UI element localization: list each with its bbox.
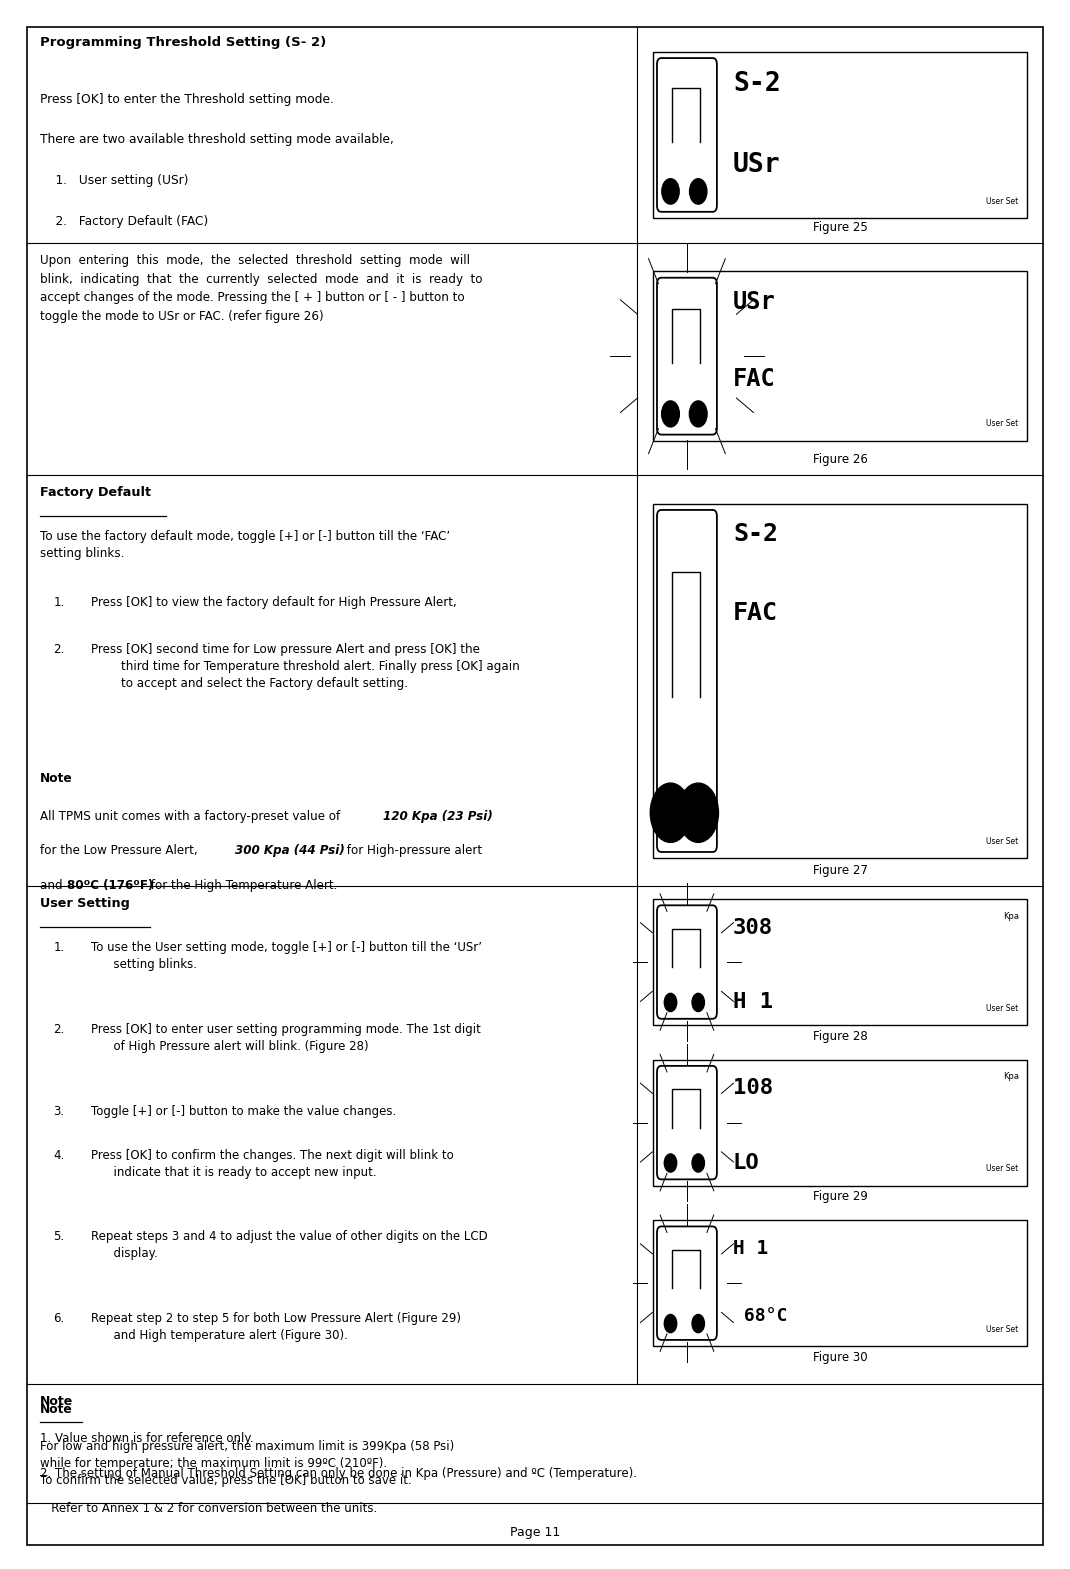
- Text: 2. The setting of Manual Threshold Setting can only be done in Kpa (Pressure) an: 2. The setting of Manual Threshold Setti…: [40, 1467, 637, 1480]
- Circle shape: [689, 179, 707, 204]
- Text: Press [OK] to enter the Threshold setting mode.: Press [OK] to enter the Threshold settin…: [40, 93, 334, 105]
- Text: Figure 25: Figure 25: [812, 221, 868, 234]
- Text: 1.: 1.: [54, 596, 65, 609]
- Text: 1. Value shown is for reference only.: 1. Value shown is for reference only.: [40, 1432, 254, 1445]
- Text: 300 Kpa (44 Psi): 300 Kpa (44 Psi): [235, 844, 345, 857]
- Text: Programming Threshold Setting (S- 2): Programming Threshold Setting (S- 2): [40, 36, 326, 49]
- Text: 1.   User setting (USr): 1. User setting (USr): [40, 174, 188, 187]
- Text: All TPMS unit comes with a factory-preset value of: All TPMS unit comes with a factory-prese…: [40, 810, 343, 822]
- Text: 120 Kpa (23 Psi): 120 Kpa (23 Psi): [383, 810, 493, 822]
- Text: For low and high pressure alert, the maximum limit is 399Kpa (58 Psi)
while for : For low and high pressure alert, the max…: [40, 1440, 454, 1487]
- Text: Press [OK] to enter user setting programming mode. The 1st digit
      of High P: Press [OK] to enter user setting program…: [91, 1023, 480, 1053]
- Text: USr: USr: [733, 290, 776, 314]
- Text: Figure 28: Figure 28: [812, 1029, 868, 1043]
- Text: 2.: 2.: [54, 643, 65, 656]
- Text: Figure 30: Figure 30: [812, 1351, 868, 1363]
- Circle shape: [664, 1153, 676, 1172]
- Circle shape: [662, 179, 679, 204]
- Text: Toggle [+] or [-] button to make the value changes.: Toggle [+] or [-] button to make the val…: [91, 1105, 396, 1117]
- Text: 3.: 3.: [54, 1105, 64, 1117]
- Text: User Set: User Set: [987, 419, 1019, 428]
- Text: FAC: FAC: [733, 601, 778, 624]
- Text: 2.: 2.: [54, 1023, 65, 1036]
- Text: To use the User setting mode, toggle [+] or [-] button till the ‘USr’
      sett: To use the User setting mode, toggle [+]…: [91, 941, 482, 971]
- Text: 308: 308: [733, 918, 773, 938]
- Text: S-2: S-2: [733, 71, 781, 97]
- Circle shape: [678, 783, 718, 843]
- Text: User Set: User Set: [987, 1164, 1019, 1174]
- Text: USr: USr: [733, 152, 781, 177]
- Circle shape: [664, 993, 676, 1012]
- Circle shape: [692, 993, 704, 1012]
- Circle shape: [689, 402, 707, 427]
- Text: Kpa: Kpa: [1003, 912, 1019, 921]
- Circle shape: [651, 783, 691, 843]
- Text: User Set: User Set: [987, 836, 1019, 846]
- Text: H 1: H 1: [733, 1240, 768, 1258]
- Text: FAC: FAC: [733, 367, 776, 391]
- Text: Figure 27: Figure 27: [812, 865, 868, 877]
- Text: Repeat steps 3 and 4 to adjust the value of other digits on the LCD
      displa: Repeat steps 3 and 4 to adjust the value…: [91, 1230, 488, 1260]
- Text: User Set: User Set: [987, 196, 1019, 206]
- Text: Figure 29: Figure 29: [812, 1191, 868, 1203]
- Text: User Set: User Set: [987, 1004, 1019, 1012]
- Text: 2.   Factory Default (FAC): 2. Factory Default (FAC): [40, 215, 208, 228]
- Text: Upon  entering  this  mode,  the  selected  threshold  setting  mode  will
blink: Upon entering this mode, the selected th…: [40, 254, 483, 323]
- Text: 4.: 4.: [54, 1149, 65, 1161]
- Text: 5.: 5.: [54, 1230, 64, 1243]
- Circle shape: [692, 1315, 704, 1332]
- Text: Repeat step 2 to step 5 for both Low Pressure Alert (Figure 29)
      and High t: Repeat step 2 to step 5 for both Low Pre…: [91, 1312, 461, 1341]
- Text: H 1: H 1: [733, 992, 773, 1012]
- Text: Note: Note: [40, 1395, 73, 1407]
- Text: 6.: 6.: [54, 1312, 65, 1324]
- Text: for the High Temperature Alert.: for the High Temperature Alert.: [148, 879, 338, 891]
- Text: Press [OK] to confirm the changes. The next digit will blink to
      indicate t: Press [OK] to confirm the changes. The n…: [91, 1149, 454, 1178]
- Text: Note: Note: [40, 772, 73, 784]
- Circle shape: [661, 402, 679, 427]
- Text: Page 11: Page 11: [510, 1527, 560, 1539]
- Text: Note: Note: [40, 1403, 73, 1415]
- Circle shape: [664, 1315, 676, 1332]
- Text: Kpa: Kpa: [1003, 1072, 1019, 1081]
- Text: Factory Default: Factory Default: [40, 486, 151, 499]
- Text: There are two available threshold setting mode available,: There are two available threshold settin…: [40, 133, 394, 146]
- Text: for High-pressure alert: for High-pressure alert: [342, 844, 483, 857]
- Circle shape: [692, 1153, 704, 1172]
- Text: Press [OK] second time for Low pressure Alert and press [OK] the
        third t: Press [OK] second time for Low pressure …: [91, 643, 520, 690]
- Text: LO: LO: [733, 1153, 760, 1172]
- Text: User Set: User Set: [987, 1324, 1019, 1334]
- Text: 80ºC (176ºF): 80ºC (176ºF): [66, 879, 153, 891]
- Text: 68°C: 68°C: [733, 1307, 788, 1324]
- Text: Figure 26: Figure 26: [812, 453, 868, 466]
- Text: User Setting: User Setting: [40, 897, 129, 910]
- Text: 108: 108: [733, 1078, 773, 1098]
- Text: Press [OK] to view the factory default for High Pressure Alert,: Press [OK] to view the factory default f…: [91, 596, 457, 609]
- Text: To use the factory default mode, toggle [+] or [-] button till the ‘FAC’
setting: To use the factory default mode, toggle …: [40, 530, 449, 560]
- Text: 1.: 1.: [54, 941, 65, 954]
- Text: and: and: [40, 879, 66, 891]
- Text: Refer to Annex 1 & 2 for conversion between the units.: Refer to Annex 1 & 2 for conversion betw…: [40, 1502, 377, 1514]
- Text: S-2: S-2: [733, 522, 778, 546]
- Text: for the Low Pressure Alert,: for the Low Pressure Alert,: [40, 844, 204, 857]
